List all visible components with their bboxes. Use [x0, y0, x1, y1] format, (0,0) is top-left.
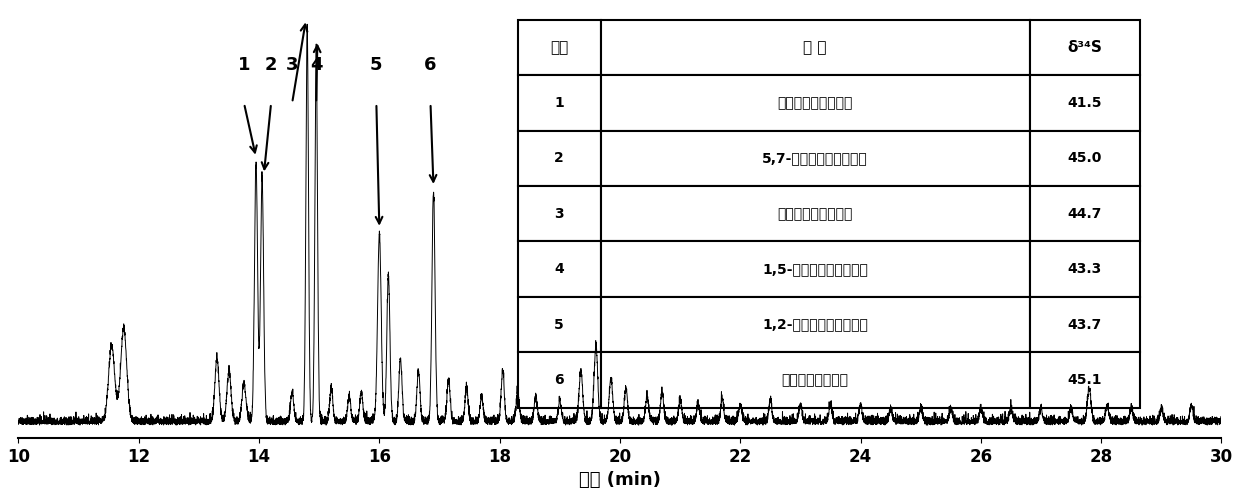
- Text: 1: 1: [238, 56, 250, 74]
- Text: 6: 6: [424, 56, 436, 74]
- Bar: [600, 20, 1029, 75]
- Bar: [518, 242, 600, 297]
- Text: δ³⁴S: δ³⁴S: [1068, 40, 1102, 55]
- Bar: [518, 297, 600, 352]
- Text: 6: 6: [554, 373, 564, 387]
- Bar: [600, 75, 1029, 130]
- Text: 3: 3: [554, 207, 564, 221]
- Text: 3: 3: [286, 56, 299, 74]
- Text: 编号: 编号: [551, 40, 568, 55]
- Bar: [1029, 130, 1141, 186]
- Text: 43.3: 43.3: [1068, 262, 1102, 276]
- Bar: [1029, 242, 1141, 297]
- Bar: [1029, 352, 1141, 408]
- Text: 5: 5: [554, 317, 564, 331]
- Bar: [518, 186, 600, 242]
- Bar: [518, 352, 600, 408]
- Bar: [518, 20, 600, 75]
- Bar: [1029, 20, 1141, 75]
- Text: 4: 4: [310, 56, 322, 74]
- Text: 2: 2: [554, 151, 564, 165]
- Bar: [1029, 75, 1141, 130]
- Text: 5: 5: [370, 56, 383, 74]
- Text: 1,2-二甲基硫代单金刚烷: 1,2-二甲基硫代单金刚烷: [763, 317, 868, 331]
- Text: 4: 4: [554, 262, 564, 276]
- Text: 5,7-二甲基硫代单金刚烷: 5,7-二甲基硫代单金刚烷: [763, 151, 868, 165]
- Text: 41.5: 41.5: [1068, 96, 1102, 110]
- Text: 45.0: 45.0: [1068, 151, 1102, 165]
- X-axis label: 时间 (min): 时间 (min): [579, 471, 661, 489]
- Text: 43.7: 43.7: [1068, 317, 1102, 331]
- Bar: [600, 242, 1029, 297]
- Bar: [518, 130, 600, 186]
- Bar: [518, 75, 600, 130]
- Bar: [600, 130, 1029, 186]
- Bar: [600, 186, 1029, 242]
- Text: 2: 2: [265, 56, 278, 74]
- Text: 名 称: 名 称: [804, 40, 827, 55]
- Bar: [600, 352, 1029, 408]
- Text: 45.1: 45.1: [1068, 373, 1102, 387]
- Bar: [600, 297, 1029, 352]
- Text: 三甲基硫代单金刚烷: 三甲基硫代单金刚烷: [777, 96, 853, 110]
- Text: 44.7: 44.7: [1068, 207, 1102, 221]
- Text: 1,5-二甲基硫代单金刚烷: 1,5-二甲基硫代单金刚烷: [763, 262, 868, 276]
- Text: 三甲基硫代金刚烷: 三甲基硫代金刚烷: [781, 373, 848, 387]
- Bar: [1029, 186, 1141, 242]
- Bar: [1029, 297, 1141, 352]
- Text: 三甲基硫代单金刚烷: 三甲基硫代单金刚烷: [777, 207, 853, 221]
- Text: 1: 1: [554, 96, 564, 110]
